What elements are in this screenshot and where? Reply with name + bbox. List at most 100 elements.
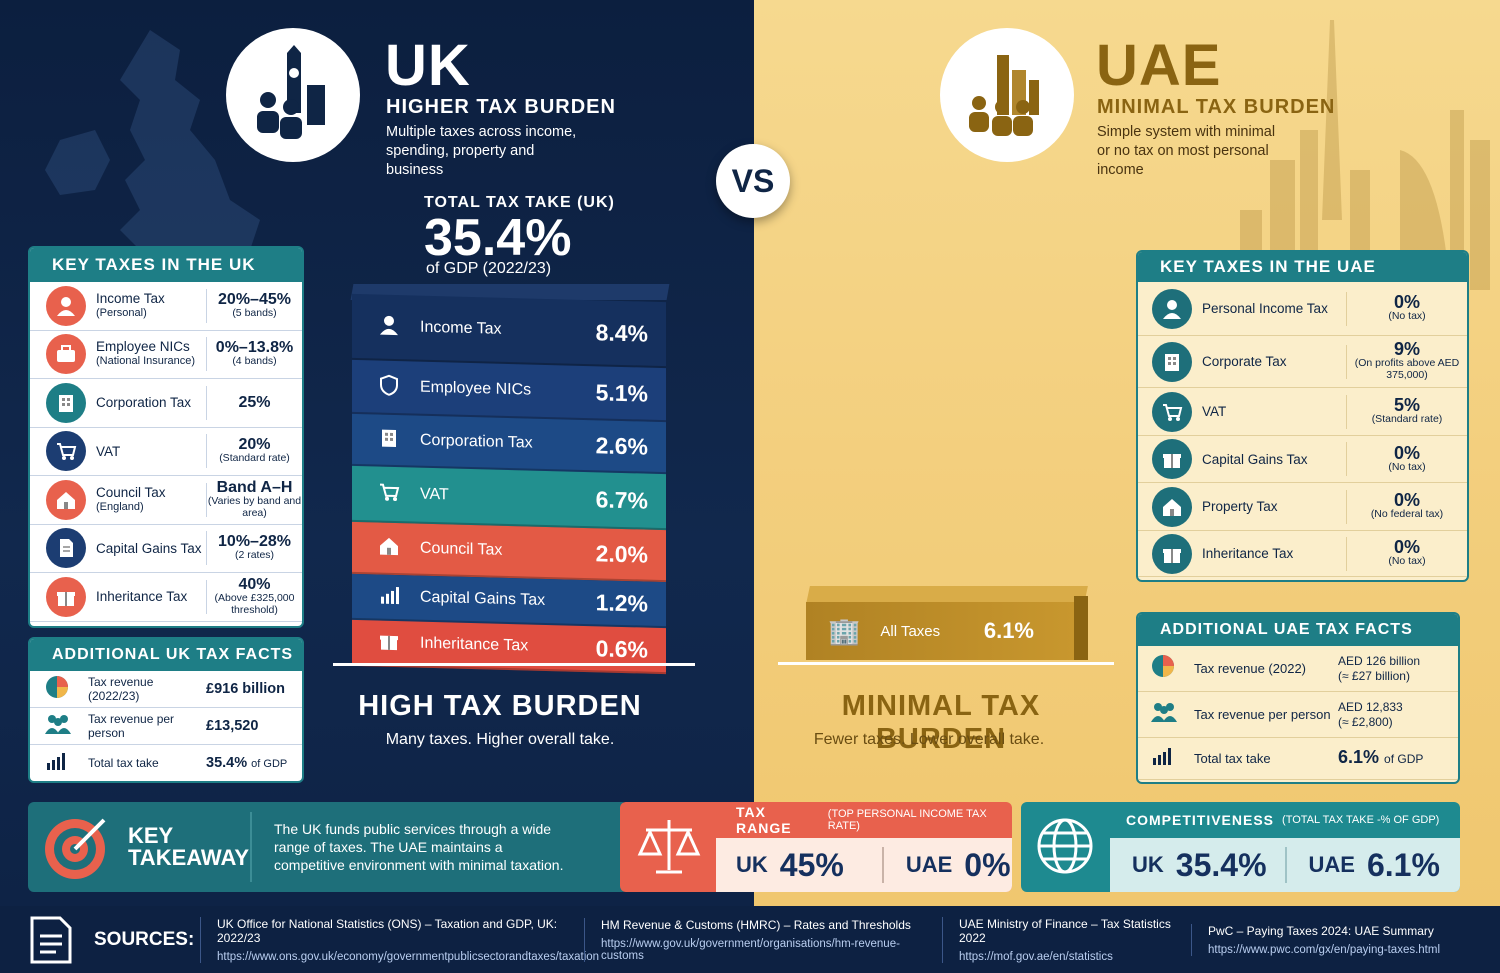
people-icon bbox=[1150, 700, 1194, 729]
uk-map-graphic bbox=[45, 30, 260, 280]
tax-range-uae-value: 0% bbox=[964, 846, 1011, 883]
uae-tax-value-note: (Standard rate) bbox=[1371, 413, 1443, 425]
source-item: HM Revenue & Customs (HMRC) – Rates and … bbox=[584, 917, 942, 962]
uae-fact-note: (≈ £27 billion) bbox=[1338, 668, 1410, 683]
uk-stack-value: 5.1% bbox=[595, 378, 648, 407]
cart-icon bbox=[378, 480, 406, 508]
uk-tax-value: 40% bbox=[238, 575, 271, 593]
uae-tax-name: Personal Income Tax bbox=[1202, 301, 1328, 316]
briefcase-icon bbox=[46, 334, 86, 375]
uae-fact-note: of GDP bbox=[1384, 752, 1424, 766]
uk-tax-value: 25% bbox=[238, 393, 271, 411]
tax-range-title: TAX RANGE bbox=[736, 804, 792, 836]
uk-fact-suffix: of GDP bbox=[251, 758, 288, 770]
uk-tax-name: Corporation Tax bbox=[96, 395, 192, 411]
uae-tax-name: Property Tax bbox=[1202, 499, 1278, 514]
uae-tax-row: VAT 5% (Standard rate) bbox=[1138, 388, 1467, 436]
uk-tax-name: Inheritance Tax bbox=[96, 589, 188, 605]
source-link[interactable]: https://www.gov.uk/government/organisati… bbox=[601, 937, 900, 962]
uk-tax-value-note: (4 bands) bbox=[232, 355, 277, 368]
uk-total-sub: of GDP (2022/23) bbox=[426, 260, 552, 277]
uae-description: Simple system with minimal or no tax on … bbox=[1097, 124, 1276, 178]
uae-facts-list: Tax revenue (2022) AED 126 billion (≈ £27… bbox=[1138, 646, 1458, 780]
takeaway-title-1: KEY bbox=[128, 823, 174, 848]
competitiveness-uk-label: UK bbox=[1132, 852, 1164, 877]
uk-key-taxes-list: Income Tax (Personal) 20%–45% (5 bands) … bbox=[30, 282, 302, 622]
cart-icon bbox=[46, 431, 86, 472]
uk-tax-note: (National Insurance) bbox=[96, 355, 196, 368]
uk-fact-row: Tax revenue (2022/23) £916 billion bbox=[30, 671, 302, 708]
uk-tax-value-note: (Above £325,000 threshold) bbox=[214, 591, 295, 616]
uae-fact-row: Total tax take 6.1% of GDP bbox=[1138, 738, 1458, 780]
source-link[interactable]: https://www.pwc.com/gx/en/paying-taxes.h… bbox=[1208, 943, 1441, 956]
takeaway-title-2: TAKEAWAY bbox=[128, 845, 250, 870]
document-icon bbox=[30, 916, 72, 963]
uk-fact-row: Total tax take 35.4% of GDP bbox=[30, 745, 302, 781]
uk-stack-segment: Income Tax 8.4% bbox=[352, 293, 666, 369]
person-icon bbox=[46, 285, 86, 326]
uk-stack-label: Income Tax bbox=[420, 318, 502, 338]
target-icon bbox=[45, 818, 106, 879]
uae-tax-row: Personal Income Tax 0% (No tax) bbox=[1138, 282, 1467, 336]
shield-icon bbox=[378, 373, 406, 401]
uk-subtitle: HIGHER TAX BURDEN bbox=[386, 96, 616, 118]
competitiveness-uae-value: 6.1% bbox=[1366, 846, 1440, 883]
uk-tax-name: Council Tax bbox=[96, 484, 166, 500]
gift-icon bbox=[1152, 439, 1192, 479]
cart-icon bbox=[1152, 391, 1192, 432]
uae-fact-label: Tax revenue per person bbox=[1194, 707, 1331, 722]
uk-tax-note: (England) bbox=[96, 500, 144, 513]
uk-tax-note: (Personal) bbox=[96, 306, 147, 319]
source-link[interactable]: https://www.ons.gov.uk/economy/governmen… bbox=[217, 950, 600, 963]
uk-stack-segment: Corporation Tax 2.6% bbox=[352, 413, 666, 475]
uk-fact-label: Tax revenue (2022/23) bbox=[88, 675, 154, 703]
source-link[interactable]: https://mof.gov.ae/en/statistics bbox=[959, 950, 1113, 963]
uae-tax-row: Property Tax 0% (No federal tax) bbox=[1138, 483, 1467, 531]
building-icon bbox=[46, 382, 86, 423]
uk-facts-title: ADDITIONAL UK TAX FACTS bbox=[30, 639, 302, 671]
uae-subtitle: MINIMAL TAX BURDEN bbox=[1097, 96, 1336, 118]
uk-tax-value-note: (5 bands) bbox=[232, 306, 277, 319]
uae-key-taxes-panel: KEY TAXES IN THE UAE Personal Income Tax… bbox=[1136, 250, 1469, 582]
uk-tax-stack: Income Tax 8.4% Employee NICs 5.1% Corpo… bbox=[352, 293, 666, 675]
source-item: PwC – Paying Taxes 2024: UAE Summary htt… bbox=[1191, 923, 1461, 956]
uk-stack-label: Inheritance Tax bbox=[420, 634, 529, 655]
uae-tax-name: Capital Gains Tax bbox=[1202, 451, 1308, 467]
uae-fact-row: Tax revenue (2022) AED 126 billion (≈ £27… bbox=[1138, 646, 1458, 692]
uae-tax-value-note: (No tax) bbox=[1388, 460, 1426, 473]
uae-tax-value: 0% bbox=[1393, 442, 1420, 463]
tax-range-note: (TOP PERSONAL INCOME TAX RATE) bbox=[827, 808, 987, 832]
vs-badge: VS bbox=[716, 144, 790, 218]
uae-fact-value: AED 12,833 bbox=[1338, 699, 1403, 714]
uk-stack-label: Capital Gains Tax bbox=[420, 588, 546, 609]
uk-stack-value: 2.6% bbox=[595, 431, 648, 460]
uk-tax-row: Income Tax (Personal) 20%–45% (5 bands) bbox=[30, 282, 302, 331]
sources-label: SOURCES: bbox=[94, 928, 195, 950]
uae-fact-value: 6.1% bbox=[1338, 747, 1380, 767]
uae-tax-name: VAT bbox=[1202, 404, 1227, 419]
tax-range-uk-value: 45% bbox=[779, 846, 844, 883]
source-name: UK Office for National Statistics (ONS) … bbox=[217, 916, 558, 945]
uae-tax-value-note: (No tax) bbox=[1388, 555, 1426, 567]
chart-icon bbox=[1150, 745, 1194, 772]
uk-total-value: 35.4% bbox=[424, 209, 572, 267]
source-name: UAE Ministry of Finance – Tax Statistics… bbox=[959, 916, 1171, 945]
uk-total-label: TOTAL TAX TAKE (UK) bbox=[424, 194, 615, 211]
vs-label: VS bbox=[731, 162, 775, 199]
uae-title: UAE bbox=[1096, 33, 1222, 98]
uae-tax-value: 5% bbox=[1393, 395, 1420, 415]
house-icon bbox=[378, 534, 406, 562]
uk-fact-row: Tax revenue per person £13,520 bbox=[30, 708, 302, 745]
uk-tax-value: 0%–13.8% bbox=[215, 339, 294, 357]
document-icon bbox=[46, 528, 86, 569]
uae-block-label: All Taxes bbox=[880, 622, 941, 640]
uk-description: Multiple taxes across income, spending, … bbox=[386, 124, 577, 178]
uae-tax-value: 0% bbox=[1393, 292, 1420, 312]
uae-fact-row: Tax revenue per person AED 12,833 (≈ £2,8… bbox=[1138, 692, 1458, 738]
source-name: HM Revenue & Customs (HMRC) – Rates and … bbox=[601, 917, 911, 932]
uae-tax-value-note: (No federal tax) bbox=[1370, 508, 1444, 520]
house-icon bbox=[46, 479, 86, 520]
uk-tax-row: Inheritance Tax 40% (Above £325,000 thre… bbox=[30, 573, 302, 622]
uae-tax-name: Inheritance Tax bbox=[1202, 546, 1294, 561]
uae-tax-value: 0% bbox=[1393, 537, 1420, 557]
